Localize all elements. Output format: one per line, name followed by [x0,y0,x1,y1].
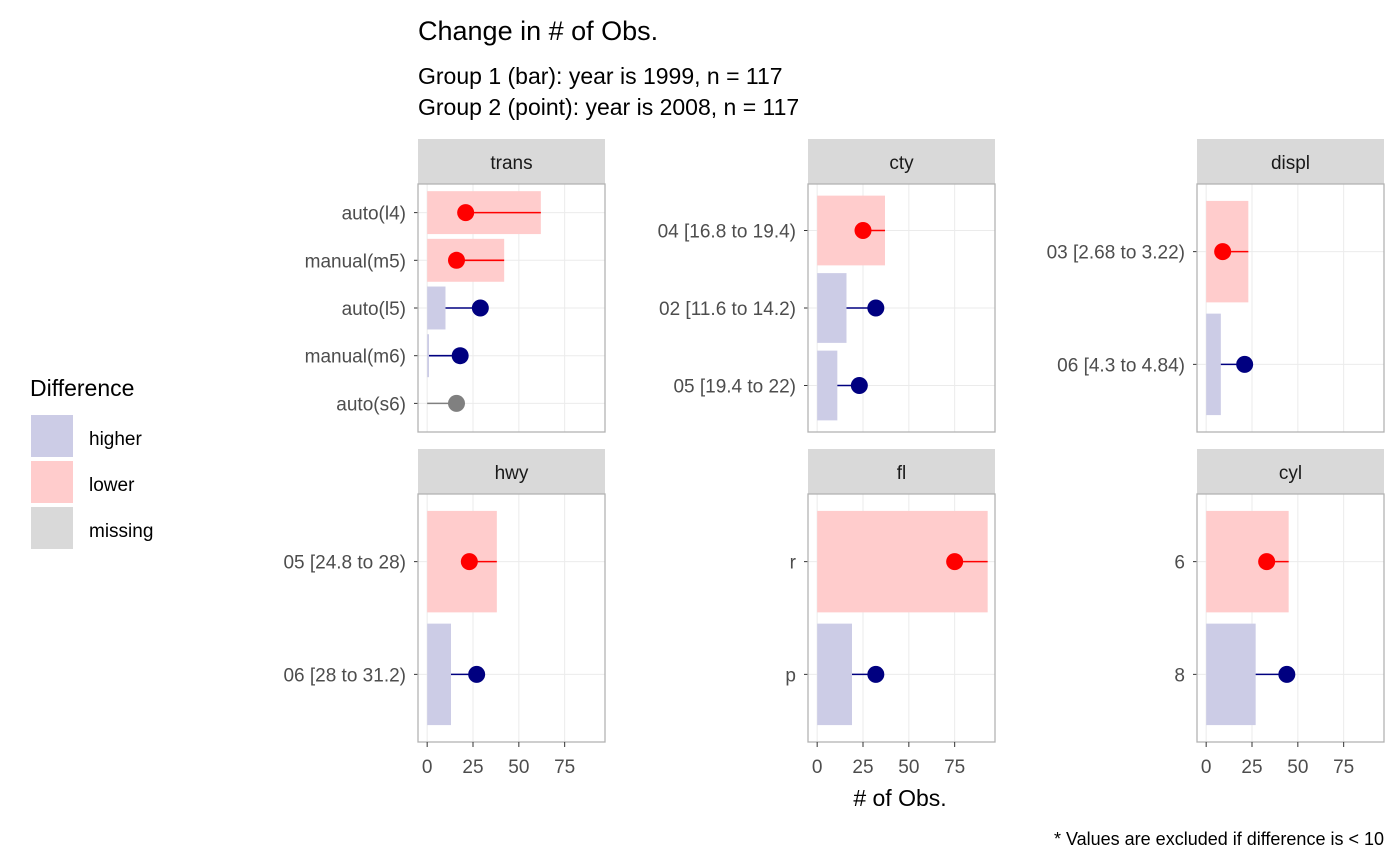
legend-label: lower [89,475,135,496]
x-tick-label: 75 [554,757,575,778]
bar-trans-2 [427,286,446,330]
facet-strip-label: cty [889,153,914,174]
point-fl-0 [946,553,964,571]
y-tick-label: auto(s6) [336,394,406,415]
panel-border [417,183,606,433]
facet-strip-label: hwy [495,463,529,484]
bar-cty-1 [817,273,847,343]
bar-cty-2 [817,350,838,421]
point-cyl-1 [1278,665,1296,683]
x-tick-label: 50 [1287,757,1308,778]
x-tick-label: 0 [1201,757,1212,778]
facet-strip-trans [418,139,605,184]
x-tick-label: 0 [812,757,823,778]
y-tick-label: 04 [16.8 to 19.4) [658,222,796,243]
point-hwy-0 [460,553,478,571]
bar-displ-1 [1206,313,1221,416]
y-tick-label: 06 [4.3 to 4.84) [1057,355,1185,376]
point-trans-4 [448,394,465,412]
point-displ-1 [1236,355,1254,373]
x-tick-label: 25 [852,757,873,778]
legend-key-lower [29,459,75,505]
chart-subtitle-line-1: Group 1 (bar): year is 1999, n = 117 [418,63,783,89]
facet-strip-displ [1197,139,1384,184]
x-tick-label: 50 [898,757,919,778]
facet-panel-cyl: cyl 6 8 0 25 50 75 [1174,449,1385,778]
bar-cyl-1 [1206,623,1256,726]
facet-panel-hwy: hwy 05 [24.8 to 28) 06 [28 to 31.2) 0 25 50 75 [283,449,606,778]
y-tick-label: 05 [24.8 to 28) [283,553,406,574]
point-cty-0 [854,222,872,239]
y-tick-label: 06 [28 to 31.2) [283,665,406,686]
legend-label: missing [89,521,153,542]
legend-key-missing [29,505,75,551]
y-tick-label: p [785,665,796,686]
point-displ-0 [1214,243,1232,261]
y-tick-label: auto(l4) [342,204,406,225]
facet-panels: trans auto(l4) manual(m5) auto(l5) manual(m6… [283,139,1385,778]
point-trans-0 [457,204,475,222]
point-cty-1 [867,299,885,317]
x-tick-label: 75 [944,757,965,778]
panel-border [1196,183,1385,433]
facet-strip-label: displ [1271,153,1310,174]
x-axis-label: # of Obs. [853,785,946,811]
legend-title: Difference [30,375,134,401]
y-tick-label: auto(l5) [342,299,406,320]
y-tick-label: r [790,553,797,574]
bar-fl-1 [817,623,852,726]
chart-title: Change in # of Obs. [418,16,658,46]
facet-panel-cty: cty 04 [16.8 to 19.4) 02 [11.6 to 14.2) 05 … [658,139,996,433]
y-tick-label: manual(m5) [305,251,406,272]
y-tick-label: 6 [1174,553,1185,574]
bar-hwy-1 [427,623,451,726]
chart-caption: * Values are excluded if difference is <… [1054,829,1384,849]
point-cyl-0 [1258,553,1276,571]
y-tick-label: 02 [11.6 to 14.2) [659,299,796,320]
panel-border [1196,493,1385,743]
y-tick-label: manual(m6) [305,347,406,368]
point-trans-2 [471,299,489,317]
chart-subtitle-line-2: Group 2 (point): year is 2008, n = 117 [418,94,799,120]
point-trans-1 [448,251,465,269]
point-trans-3 [451,347,469,365]
panel-border [807,183,996,433]
facet-strip-label: fl [897,463,907,484]
legend-label: higher [89,429,142,450]
y-tick-label: 8 [1174,665,1185,686]
facet-panel-trans: trans auto(l4) manual(m5) auto(l5) manual(m6… [305,139,606,433]
legend-key-higher [29,413,75,459]
panel-border [807,493,996,743]
facet-strip-cty [808,139,995,184]
legend: Difference higher lower missing [29,375,153,551]
x-tick-label: 75 [1333,757,1354,778]
facet-strip-hwy [418,449,605,494]
y-tick-label: 03 [2.68 to 3.22) [1047,243,1185,264]
point-hwy-1 [468,665,486,683]
x-tick-label: 25 [1241,757,1262,778]
bar-trans-3 [427,334,429,378]
panel-border [417,493,606,743]
facet-panel-displ: displ 03 [2.68 to 3.22) 06 [4.3 to 4.84) [1047,139,1385,433]
point-cty-2 [850,377,868,394]
x-tick-label: 50 [508,757,529,778]
x-tick-label: 0 [422,757,433,778]
facet-strip-label: trans [490,153,532,174]
facet-strip-fl [808,449,995,494]
point-fl-1 [867,665,885,683]
y-tick-label: 05 [19.4 to 22) [673,377,796,398]
facet-panel-fl: fl r p 0 25 50 75 [785,449,996,778]
x-tick-label: 25 [462,757,483,778]
facet-strip-cyl [1197,449,1384,494]
facet-strip-label: cyl [1279,463,1302,484]
